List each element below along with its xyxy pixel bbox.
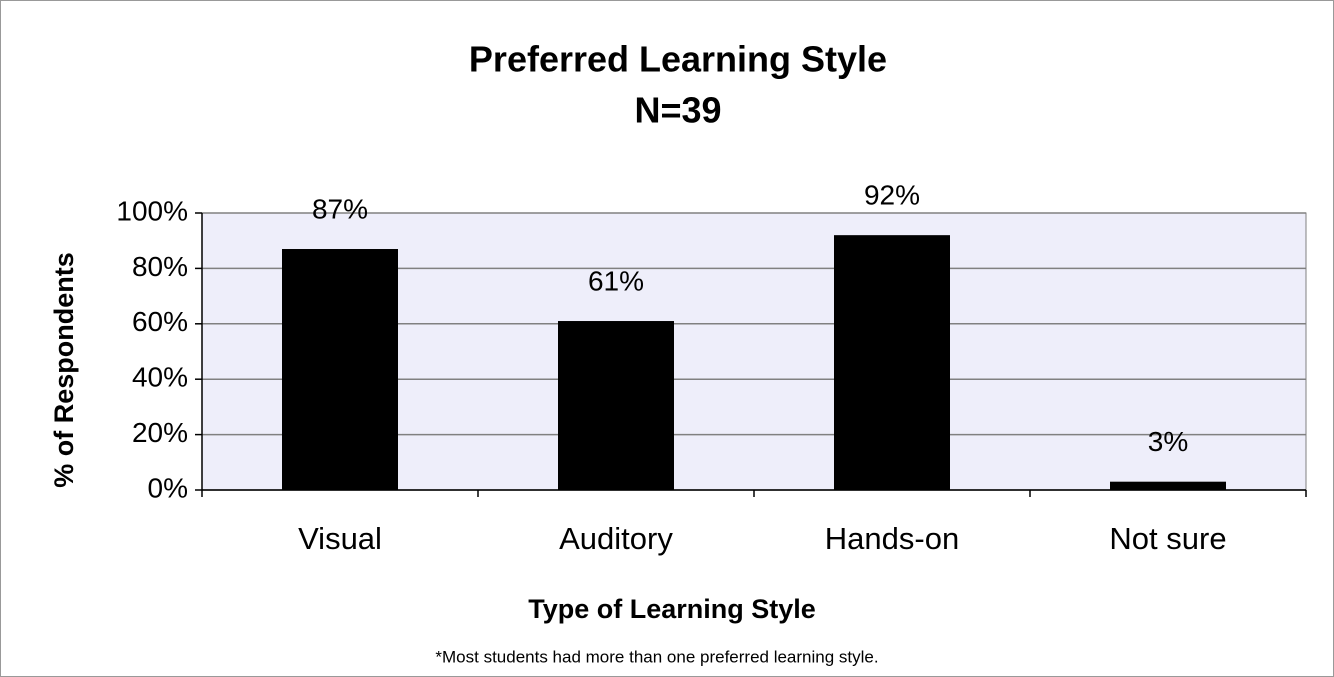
- x-tick-label: Not sure: [1109, 521, 1226, 556]
- chart-subtitle: N=39: [634, 90, 721, 131]
- y-tick-label: 20%: [132, 417, 188, 448]
- value-label: 92%: [864, 180, 920, 211]
- y-tick-label: 0%: [148, 472, 188, 503]
- bar: [558, 321, 674, 490]
- x-tick-label: Hands-on: [825, 521, 959, 556]
- value-label: 87%: [312, 193, 368, 224]
- bar: [282, 249, 398, 490]
- footnote: *Most students had more than one preferr…: [435, 647, 878, 666]
- x-tick-label: Visual: [298, 521, 382, 556]
- bar: [834, 235, 950, 490]
- x-axis-title: Type of Learning Style: [528, 594, 816, 624]
- y-tick-label: 100%: [116, 195, 188, 226]
- y-tick-label: 60%: [132, 306, 188, 337]
- x-tick-label: Auditory: [559, 521, 673, 556]
- chart-title: Preferred Learning Style: [469, 39, 887, 80]
- value-label: 3%: [1148, 426, 1188, 457]
- value-label: 61%: [588, 265, 644, 296]
- bar: [1110, 481, 1226, 490]
- y-tick-label: 40%: [132, 362, 188, 393]
- y-tick-label: 80%: [132, 251, 188, 282]
- y-axis-title: % of Respondents: [49, 252, 79, 488]
